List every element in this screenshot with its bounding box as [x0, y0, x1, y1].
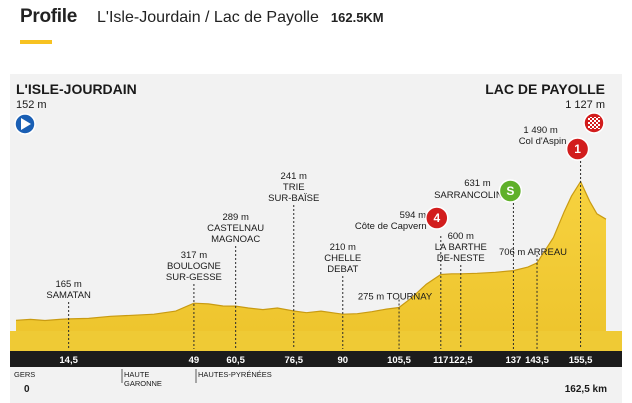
climb-category-label: 1: [574, 142, 581, 156]
waypoint-altitude-4: 241 m: [281, 171, 307, 182]
route-name: L'Isle-Jourdain / Lac de Payolle: [97, 9, 319, 26]
waypoint-name-2-2: SUR-GESSE: [166, 272, 222, 283]
waypoint-name-8-1: LA BARTHE: [435, 242, 487, 253]
waypoint-name-9: SARRANCOLIN: [434, 190, 503, 201]
waypoint-altitude-1: 165 m: [55, 279, 81, 290]
waypoint-altitude-9: 631 m: [464, 178, 490, 189]
region-gers: GERS: [14, 370, 35, 379]
axis-end-label: 162,5 km: [565, 384, 607, 395]
waypoint-name-4-1: TRIE: [283, 182, 305, 193]
climb-category-4-icon: [425, 206, 449, 230]
region-haute: HAUTE: [124, 370, 149, 379]
page-title: Profile: [20, 6, 78, 27]
km-tick-label: 143,5: [525, 355, 549, 366]
sprint-marker-label: S: [506, 184, 514, 198]
waypoint-altitude-3: 289 m: [222, 212, 248, 223]
waypoint-name-7: Côte de Capvern: [355, 221, 427, 232]
km-tick-label: 76,5: [285, 355, 304, 366]
finish-altitude: 1 127 m: [565, 99, 605, 111]
waypoint-altitude-2: 317 m: [181, 250, 207, 261]
stage-distance: 162.5KM: [330, 10, 384, 25]
start-name: L'ISLE-JOURDAIN: [16, 81, 137, 97]
km-tick-label: 117: [433, 355, 448, 366]
waypoint-name-5-1: CHELLE: [324, 253, 361, 264]
waypoint-name-11: Col d'Aspin: [519, 136, 567, 147]
title-accent-bar: [20, 40, 52, 44]
waypoint-name-5-2: DEBAT: [327, 264, 358, 275]
km-tick-label: 105,5: [387, 355, 411, 366]
sprint-marker-icon: [498, 179, 523, 203]
km-tick-label: 60,5: [226, 355, 245, 366]
region-hautes-pyrenees: HAUTES-PYRÉNÉES: [198, 370, 272, 379]
waypoint-label-6: 275 m TOURNAY: [358, 292, 433, 303]
start-altitude: 152 m: [16, 99, 47, 111]
axis-start-label: 0: [24, 384, 30, 395]
waypoint-altitude-11: 1 490 m: [523, 125, 557, 136]
region-garonne: GARONNE: [124, 379, 162, 388]
waypoint-name-4-2: SUR-BAÏSE: [268, 193, 319, 204]
terrain-base-band: [10, 331, 622, 351]
climb-category-1-icon: [565, 137, 590, 161]
profile-header: Profile L'Isle-Jourdain / Lac de Payolle…: [20, 6, 384, 32]
km-tick-label: 49: [189, 355, 200, 366]
waypoint-altitude-5: 210 m: [330, 242, 356, 253]
km-tick-label: 122,5: [449, 355, 473, 366]
play-arrow-glyph: [21, 118, 31, 130]
waypoint-altitude-8: 600 m: [448, 231, 474, 242]
waypoint-name-3-1: CASTELNAU: [207, 223, 264, 234]
waypoint-name-1-1: SAMATAN: [46, 290, 91, 301]
waypoint-name-2-1: BOULOGNE: [167, 261, 221, 272]
terrain-area: [16, 181, 606, 331]
waypoint-label-10: 706 m ARREAU: [499, 247, 567, 258]
km-axis-bar: [10, 351, 622, 367]
km-tick-label: 137: [505, 355, 521, 366]
km-tick-label: 14,5: [59, 355, 78, 366]
waypoint-altitude-7: 594 m: [400, 210, 426, 221]
km-tick-label: 155,5: [569, 355, 593, 366]
climb-category-label: 4: [433, 211, 440, 225]
finish-name: LAC DE PAYOLLE: [485, 81, 605, 97]
checkered-flag-glyph: [588, 117, 600, 129]
km-tick-label: 90: [337, 355, 348, 366]
waypoint-name-8-2: DE-NESTE: [437, 253, 485, 264]
waypoint-name-3-2: MAGNOAC: [211, 234, 260, 245]
